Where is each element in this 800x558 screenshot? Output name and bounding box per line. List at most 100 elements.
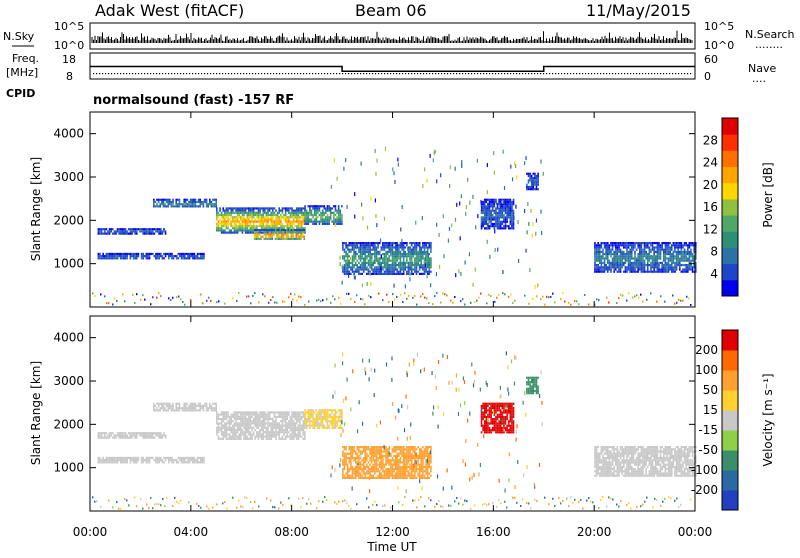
echo-cell xyxy=(141,230,143,232)
echo-cell xyxy=(392,257,394,259)
echo-cell xyxy=(629,251,631,253)
echo-cell xyxy=(270,422,272,424)
echo-cell xyxy=(248,214,250,216)
echo-cell xyxy=(235,223,237,225)
echo-cell xyxy=(224,212,226,214)
echo-cell xyxy=(645,246,647,248)
echo-cell xyxy=(286,223,288,225)
echo-cell xyxy=(275,218,277,220)
echo-cell xyxy=(353,264,355,266)
echo-cell xyxy=(679,264,681,266)
echo-cell xyxy=(513,201,515,203)
echo-cell xyxy=(109,255,111,257)
echo-cell xyxy=(665,264,667,266)
echo-cell xyxy=(278,229,280,231)
echo-cell xyxy=(254,429,256,431)
echo-cell xyxy=(404,253,406,255)
echo-cell xyxy=(261,416,263,418)
echo-cell xyxy=(245,438,247,440)
echo-cell xyxy=(179,405,181,407)
echo-cell xyxy=(117,230,119,232)
sporadic-echo xyxy=(331,185,332,189)
echo-cell xyxy=(400,271,402,273)
nave-dot xyxy=(525,73,526,74)
echo-cell xyxy=(631,268,633,270)
echo-cell xyxy=(676,251,678,253)
echo-cell xyxy=(369,242,371,244)
echo-cell xyxy=(255,233,257,235)
sporadic-echo xyxy=(525,249,526,253)
echo-cell xyxy=(382,257,384,259)
echo-cell xyxy=(189,461,191,463)
echo-cell xyxy=(404,251,406,253)
echo-cell xyxy=(123,253,125,255)
echo-cell xyxy=(156,407,158,409)
echo-cell xyxy=(401,262,403,264)
echo-cell xyxy=(267,229,269,231)
echo-cell xyxy=(114,457,116,459)
echo-cell xyxy=(253,212,255,214)
nave-dot xyxy=(180,73,181,74)
echo-cell xyxy=(209,201,211,203)
nave-dot xyxy=(606,73,607,74)
echo-cell xyxy=(224,218,226,220)
nave-dot xyxy=(111,73,112,74)
echo-cell xyxy=(503,218,505,220)
echo-cell xyxy=(528,175,530,177)
echo-cell xyxy=(278,436,280,438)
echo-cell xyxy=(323,212,325,214)
echo-cell xyxy=(412,249,414,251)
sporadic-echo xyxy=(345,158,346,162)
echo-cell xyxy=(682,246,684,248)
echo-cell xyxy=(685,268,687,270)
echo-cell xyxy=(328,205,330,207)
echo-cell xyxy=(232,414,234,416)
echo-cell xyxy=(668,249,670,251)
colorbar-segment xyxy=(722,134,738,151)
nave-dot xyxy=(324,73,325,74)
echo-cell xyxy=(190,459,192,461)
echo-cell xyxy=(406,273,408,275)
echo-cell xyxy=(376,253,378,255)
echo-cell xyxy=(280,414,282,416)
echo-cell xyxy=(218,425,220,427)
ground-scatter-cell xyxy=(318,299,320,301)
echo-cell xyxy=(98,257,100,259)
echo-cell xyxy=(272,436,274,438)
echo-cell xyxy=(221,411,223,413)
echo-cell xyxy=(234,418,236,420)
echo-cell xyxy=(618,257,620,259)
echo-cell xyxy=(125,228,127,230)
echo-cell xyxy=(243,221,245,223)
ground-scatter-cell xyxy=(140,299,142,301)
echo-cell xyxy=(416,257,418,259)
echo-cell xyxy=(363,246,365,248)
echo-cell xyxy=(134,255,136,257)
echo-cell xyxy=(114,459,116,461)
echo-cell xyxy=(232,433,234,435)
echo-cell xyxy=(264,418,266,420)
echo-cell xyxy=(645,271,647,273)
echo-cell xyxy=(529,186,531,188)
echo-cell xyxy=(222,431,224,433)
echo-cell xyxy=(178,257,180,259)
echo-cell xyxy=(104,228,106,230)
echo-cell xyxy=(393,257,395,259)
echo-cell xyxy=(262,416,264,418)
echo-cell xyxy=(131,459,133,461)
echo-cell xyxy=(267,433,269,435)
echo-cell xyxy=(130,459,132,461)
echo-cell xyxy=(398,246,400,248)
echo-cell xyxy=(615,262,617,264)
echo-cell xyxy=(219,427,221,429)
echo-cell xyxy=(254,229,256,231)
echo-cell xyxy=(177,203,179,205)
echo-cell xyxy=(302,438,304,440)
echo-cell xyxy=(258,225,260,227)
echo-cell xyxy=(227,422,229,424)
ground-scatter-cell xyxy=(442,292,444,294)
echo-cell xyxy=(505,207,507,209)
ground-scatter-cell xyxy=(422,293,424,295)
sporadic-echo xyxy=(409,269,410,273)
nave-dot xyxy=(597,73,598,74)
